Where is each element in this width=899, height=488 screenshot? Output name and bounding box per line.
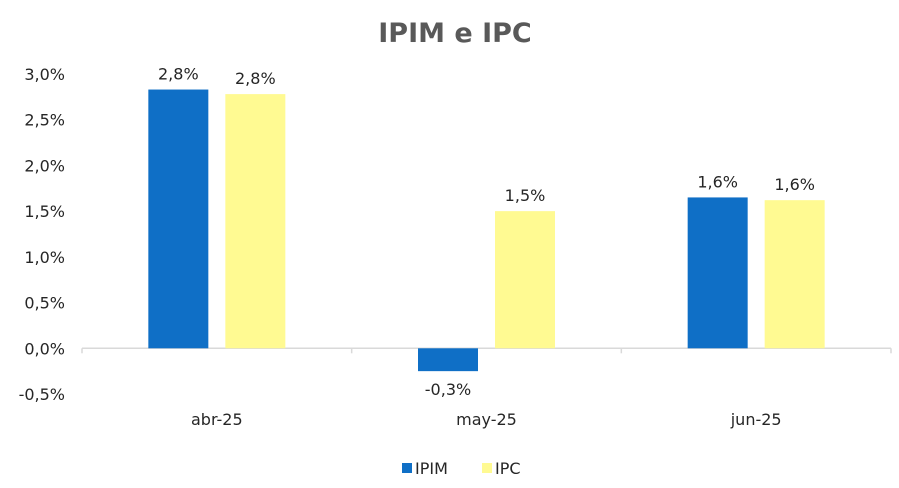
data-label: 2,8%: [158, 65, 199, 84]
data-label: 1,6%: [774, 175, 815, 194]
bar-ipim: [687, 197, 748, 349]
y-tick-label: 3,0%: [24, 65, 65, 84]
y-tick-label: 2,0%: [24, 156, 65, 175]
y-tick-label: 2,5%: [24, 111, 65, 130]
y-tick-label: 1,0%: [24, 248, 65, 267]
data-label: -0,3%: [425, 380, 471, 399]
legend-swatch: [402, 463, 412, 473]
plot-area: 3,0% 2,5% 2,0% 1,5% 1,0% 0,5% 0,0% -0,5% 2,8% 2,8…: [19, 65, 892, 429]
bar-ipc: [225, 94, 286, 349]
y-tick-label: 0,0%: [24, 339, 65, 358]
legend-label: IPC: [495, 459, 521, 478]
data-label: 1,6%: [697, 172, 738, 191]
bar-ipc: [764, 200, 825, 349]
legend-label: IPIM: [415, 459, 448, 478]
bar-ipim: [418, 348, 478, 372]
x-tick-label: jun-25: [730, 410, 782, 429]
y-tick-label: 0,5%: [24, 294, 65, 313]
chart-title: IPIM e IPC: [378, 18, 532, 49]
x-tick-label: abr-25: [191, 410, 243, 429]
x-tick-label: may-25: [456, 410, 517, 429]
legend-swatch: [482, 463, 492, 473]
bar-ipc: [495, 211, 555, 349]
y-tick-label: 1,5%: [24, 202, 65, 221]
y-tick-label: -0,5%: [19, 385, 65, 404]
data-label: 1,5%: [505, 186, 546, 205]
bar-ipim: [148, 89, 209, 349]
legend: IPIM IPC: [402, 459, 521, 478]
data-label: 2,8%: [235, 69, 276, 88]
